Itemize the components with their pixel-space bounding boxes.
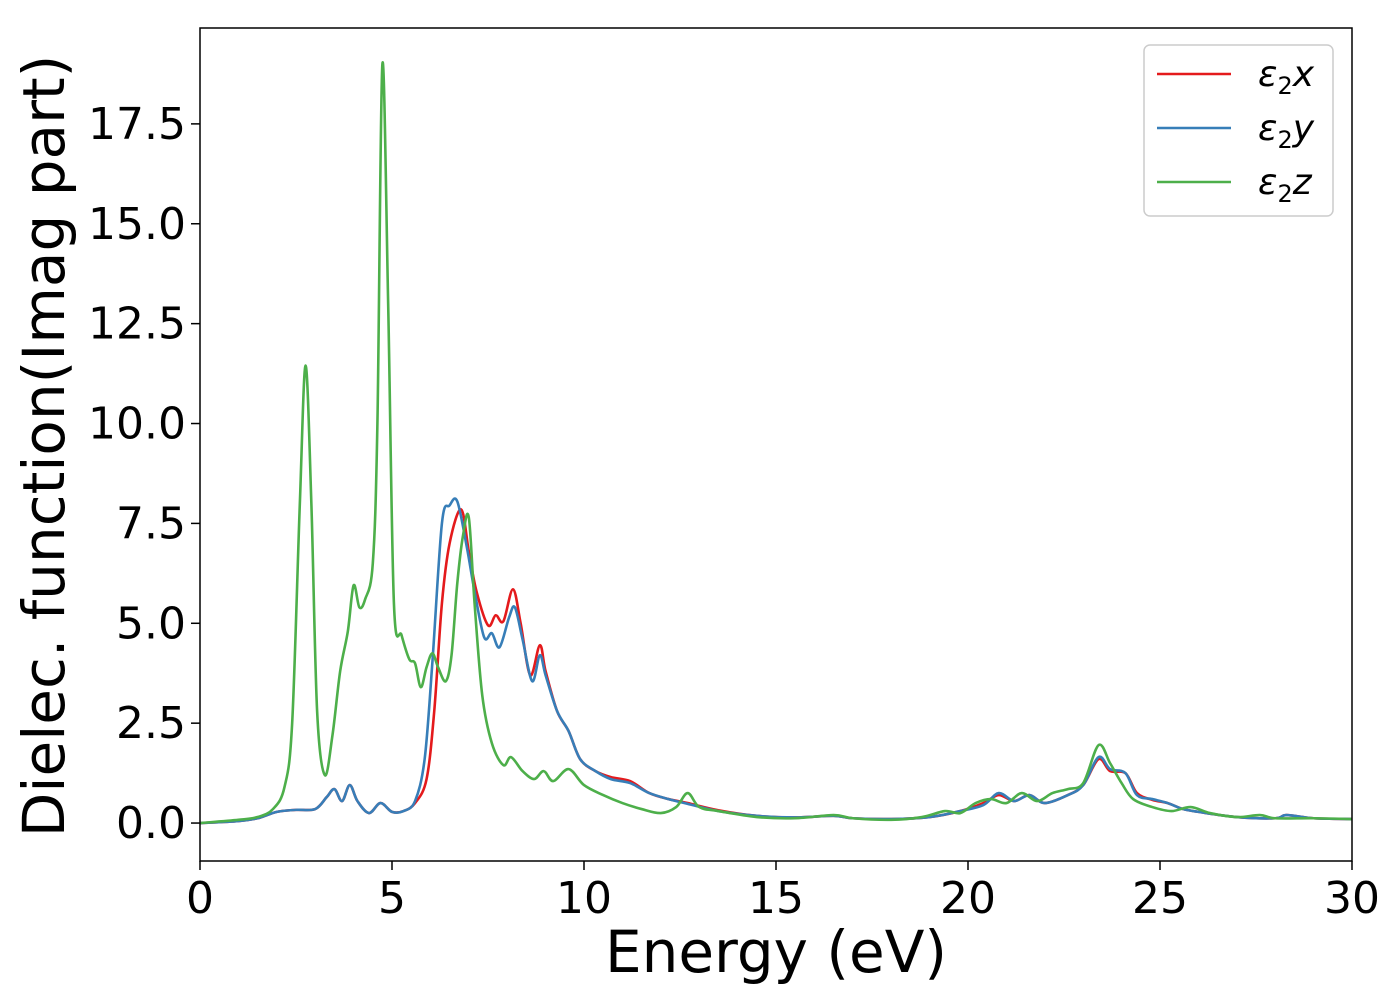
legend-label-z: ε2z — [1258, 162, 1313, 208]
x-tick-label: 15 — [748, 873, 804, 924]
y-tick-label: 7.5 — [116, 498, 186, 549]
y-axis-title: Dielec. function(Imag part) — [10, 55, 78, 838]
legend-label-x: ε2x — [1258, 54, 1315, 100]
x-tick-label: 25 — [1132, 873, 1188, 924]
y-tick-label: 0.0 — [116, 798, 186, 849]
x-tick-label: 10 — [556, 873, 612, 924]
x-tick-label: 30 — [1324, 873, 1380, 924]
series-layer — [199, 61, 1353, 825]
legend-label-y: ε2y — [1258, 108, 1315, 154]
series-line-y — [199, 497, 1353, 825]
x-tick-label: 0 — [186, 873, 214, 924]
x-tick-label: 5 — [378, 873, 406, 924]
legend-box — [1143, 44, 1334, 217]
x-axis: 0 5 10 15 20 25 30 — [186, 861, 1380, 924]
y-tick-label: 10.0 — [88, 399, 186, 450]
series-line-z — [199, 61, 1353, 825]
y-tick-label: 2.5 — [116, 698, 186, 749]
y-tick-label: 5.0 — [116, 598, 186, 649]
legend: ε2x ε2y ε2z — [1143, 44, 1334, 217]
x-axis-title: Energy (eV) — [605, 918, 947, 986]
y-axis: 0.0 2.5 5.0 7.5 10.0 12.5 15.0 17.5 — [88, 99, 200, 849]
y-tick-label: 15.0 — [88, 199, 186, 250]
y-tick-label: 17.5 — [88, 99, 186, 150]
x-tick-label: 20 — [940, 873, 996, 924]
y-tick-label: 12.5 — [88, 299, 186, 350]
